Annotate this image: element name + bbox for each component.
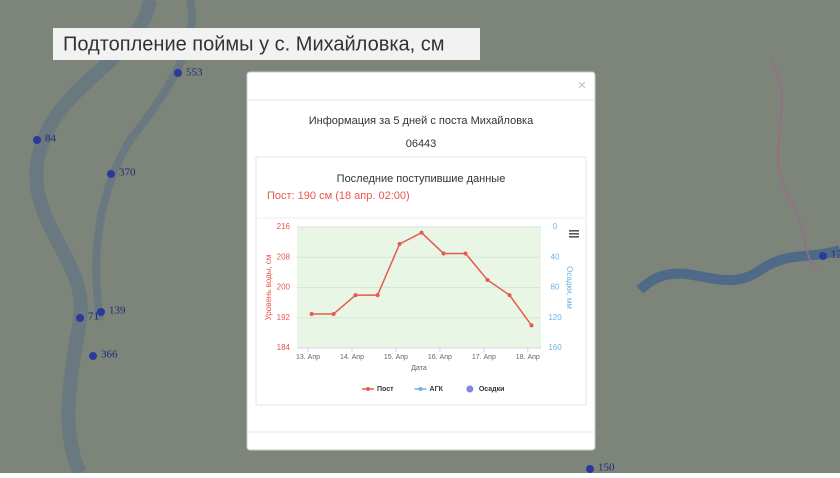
legend-marker: [466, 385, 474, 393]
y2-tick-label: 0: [553, 222, 558, 231]
y2-tick-label: 40: [551, 252, 560, 261]
y-tick-label: 208: [277, 252, 291, 261]
series-point: [375, 293, 380, 298]
menu-bar: [569, 230, 579, 232]
marker-label: 150: [598, 462, 615, 473]
marker-label: 12: [831, 249, 840, 261]
marker-label: 71: [88, 311, 99, 323]
legend-label: Пост: [377, 386, 394, 393]
marker[interactable]: [107, 170, 115, 178]
menu-icon[interactable]: [569, 230, 579, 238]
marker[interactable]: [76, 314, 84, 322]
x-tick-label: 13. Апр: [296, 354, 320, 361]
x-axis-label: Дата: [411, 365, 427, 372]
marker[interactable]: [819, 252, 827, 260]
series-point: [397, 242, 402, 247]
legend-marker: [366, 387, 370, 391]
panel-title: Последние поступившие данные: [337, 173, 506, 185]
x-tick-label: 14. Апр: [340, 354, 364, 361]
latest-value: Пост: 190 см (18 апр. 02:00): [267, 190, 410, 202]
legend-marker: [418, 387, 423, 391]
river: [29, 0, 157, 476]
marker[interactable]: [174, 69, 182, 77]
y-axis-label: Уровень воды, см: [264, 255, 273, 321]
modal-title: Информация за 5 дней с поста Михайловка: [309, 115, 534, 127]
series-point: [309, 311, 314, 316]
y-tick-label: 216: [277, 222, 291, 231]
marker-label: 366: [101, 349, 118, 361]
markers: 553 84 370 139 71 366 150 12: [33, 67, 840, 474]
marker-label: 139: [109, 305, 126, 317]
legend-label: АГК: [430, 386, 444, 393]
reservoir: [636, 245, 840, 294]
menu-bar: [569, 236, 579, 238]
y2-tick-label: 160: [548, 343, 562, 352]
marker-label: 370: [119, 167, 136, 179]
border: [769, 59, 821, 271]
y2-axis-label: Осадки, мм: [565, 266, 574, 309]
marker-label: 84: [45, 133, 57, 145]
marker[interactable]: [586, 465, 594, 473]
station-code: 06443: [406, 138, 437, 150]
x-tick-label: 18. Апр: [516, 354, 540, 361]
series-point: [485, 277, 490, 282]
series-point: [529, 323, 534, 328]
y-tick-label: 192: [277, 313, 291, 322]
series-point: [441, 251, 446, 256]
chart: 184 192 200 208 216 0 40 80 120 160 13. Апр 14. Апр…: [264, 222, 574, 393]
series-point: [507, 293, 512, 298]
marker[interactable]: [89, 352, 97, 360]
map-title: Подтопление поймы у с. Михайловка, см: [63, 33, 445, 55]
series-point: [419, 230, 424, 235]
y-tick-label: 184: [277, 343, 291, 352]
close-button[interactable]: ×: [578, 77, 586, 93]
marker[interactable]: [97, 308, 105, 316]
x-tick-label: 16. Апр: [428, 354, 452, 361]
series-point: [353, 293, 358, 298]
y-tick-label: 200: [277, 283, 291, 292]
series-point: [463, 251, 468, 256]
menu-bar: [569, 233, 579, 235]
x-tick-label: 15. Апр: [384, 354, 408, 361]
marker-label: 553: [186, 67, 203, 79]
series-point: [331, 311, 336, 316]
title-box: [53, 28, 480, 60]
y2-tick-label: 120: [548, 313, 562, 322]
x-tick-label: 17. Апр: [472, 354, 496, 361]
legend-label: Осадки: [479, 386, 505, 393]
marker[interactable]: [33, 136, 41, 144]
y2-tick-label: 80: [551, 283, 560, 292]
